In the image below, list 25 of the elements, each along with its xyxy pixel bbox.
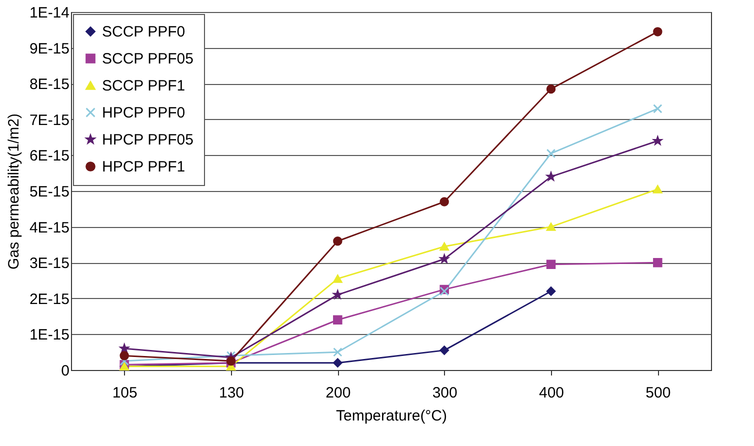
legend-label: SCCP PPF0 (102, 24, 186, 40)
y-tick-label: 9E-15 (29, 40, 70, 58)
x-axis-title: Temperature(°C) (336, 408, 448, 424)
y-tick-label: 0 (61, 362, 70, 380)
y-tick-label: 8E-15 (29, 76, 70, 94)
y-tick-label: 7E-15 (29, 112, 70, 129)
y-tick-label: 2E-15 (29, 290, 70, 308)
y-axis-title: Gas permeability(1/m2) (5, 114, 22, 270)
y-tick-label: 3E-15 (29, 255, 70, 272)
y-tick-label: 1E-14 (29, 4, 70, 22)
legend-label: SCCP PPF05 (102, 50, 194, 68)
x-tick-label: 500 (646, 384, 671, 402)
x-tick-label: 130 (218, 384, 244, 402)
legend-label: HPCP PPF05 (102, 132, 194, 148)
legend-label: SCCP PPF1 (102, 78, 186, 94)
x-tick-label: 300 (432, 384, 458, 402)
legend-label: HPCP PPF1 (102, 158, 186, 176)
y-tick-label: 4E-15 (29, 219, 70, 236)
x-tick-label: 105 (112, 384, 138, 402)
x-tick-label: 200 (326, 384, 351, 402)
y-tick-label: 1E-15 (29, 326, 70, 344)
y-tick-label: 5E-15 (29, 184, 70, 200)
y-tick-label: 6E-15 (29, 148, 70, 165)
x-tick-label: 400 (538, 384, 564, 402)
legend-label: HPCP PPF0 (102, 104, 186, 122)
